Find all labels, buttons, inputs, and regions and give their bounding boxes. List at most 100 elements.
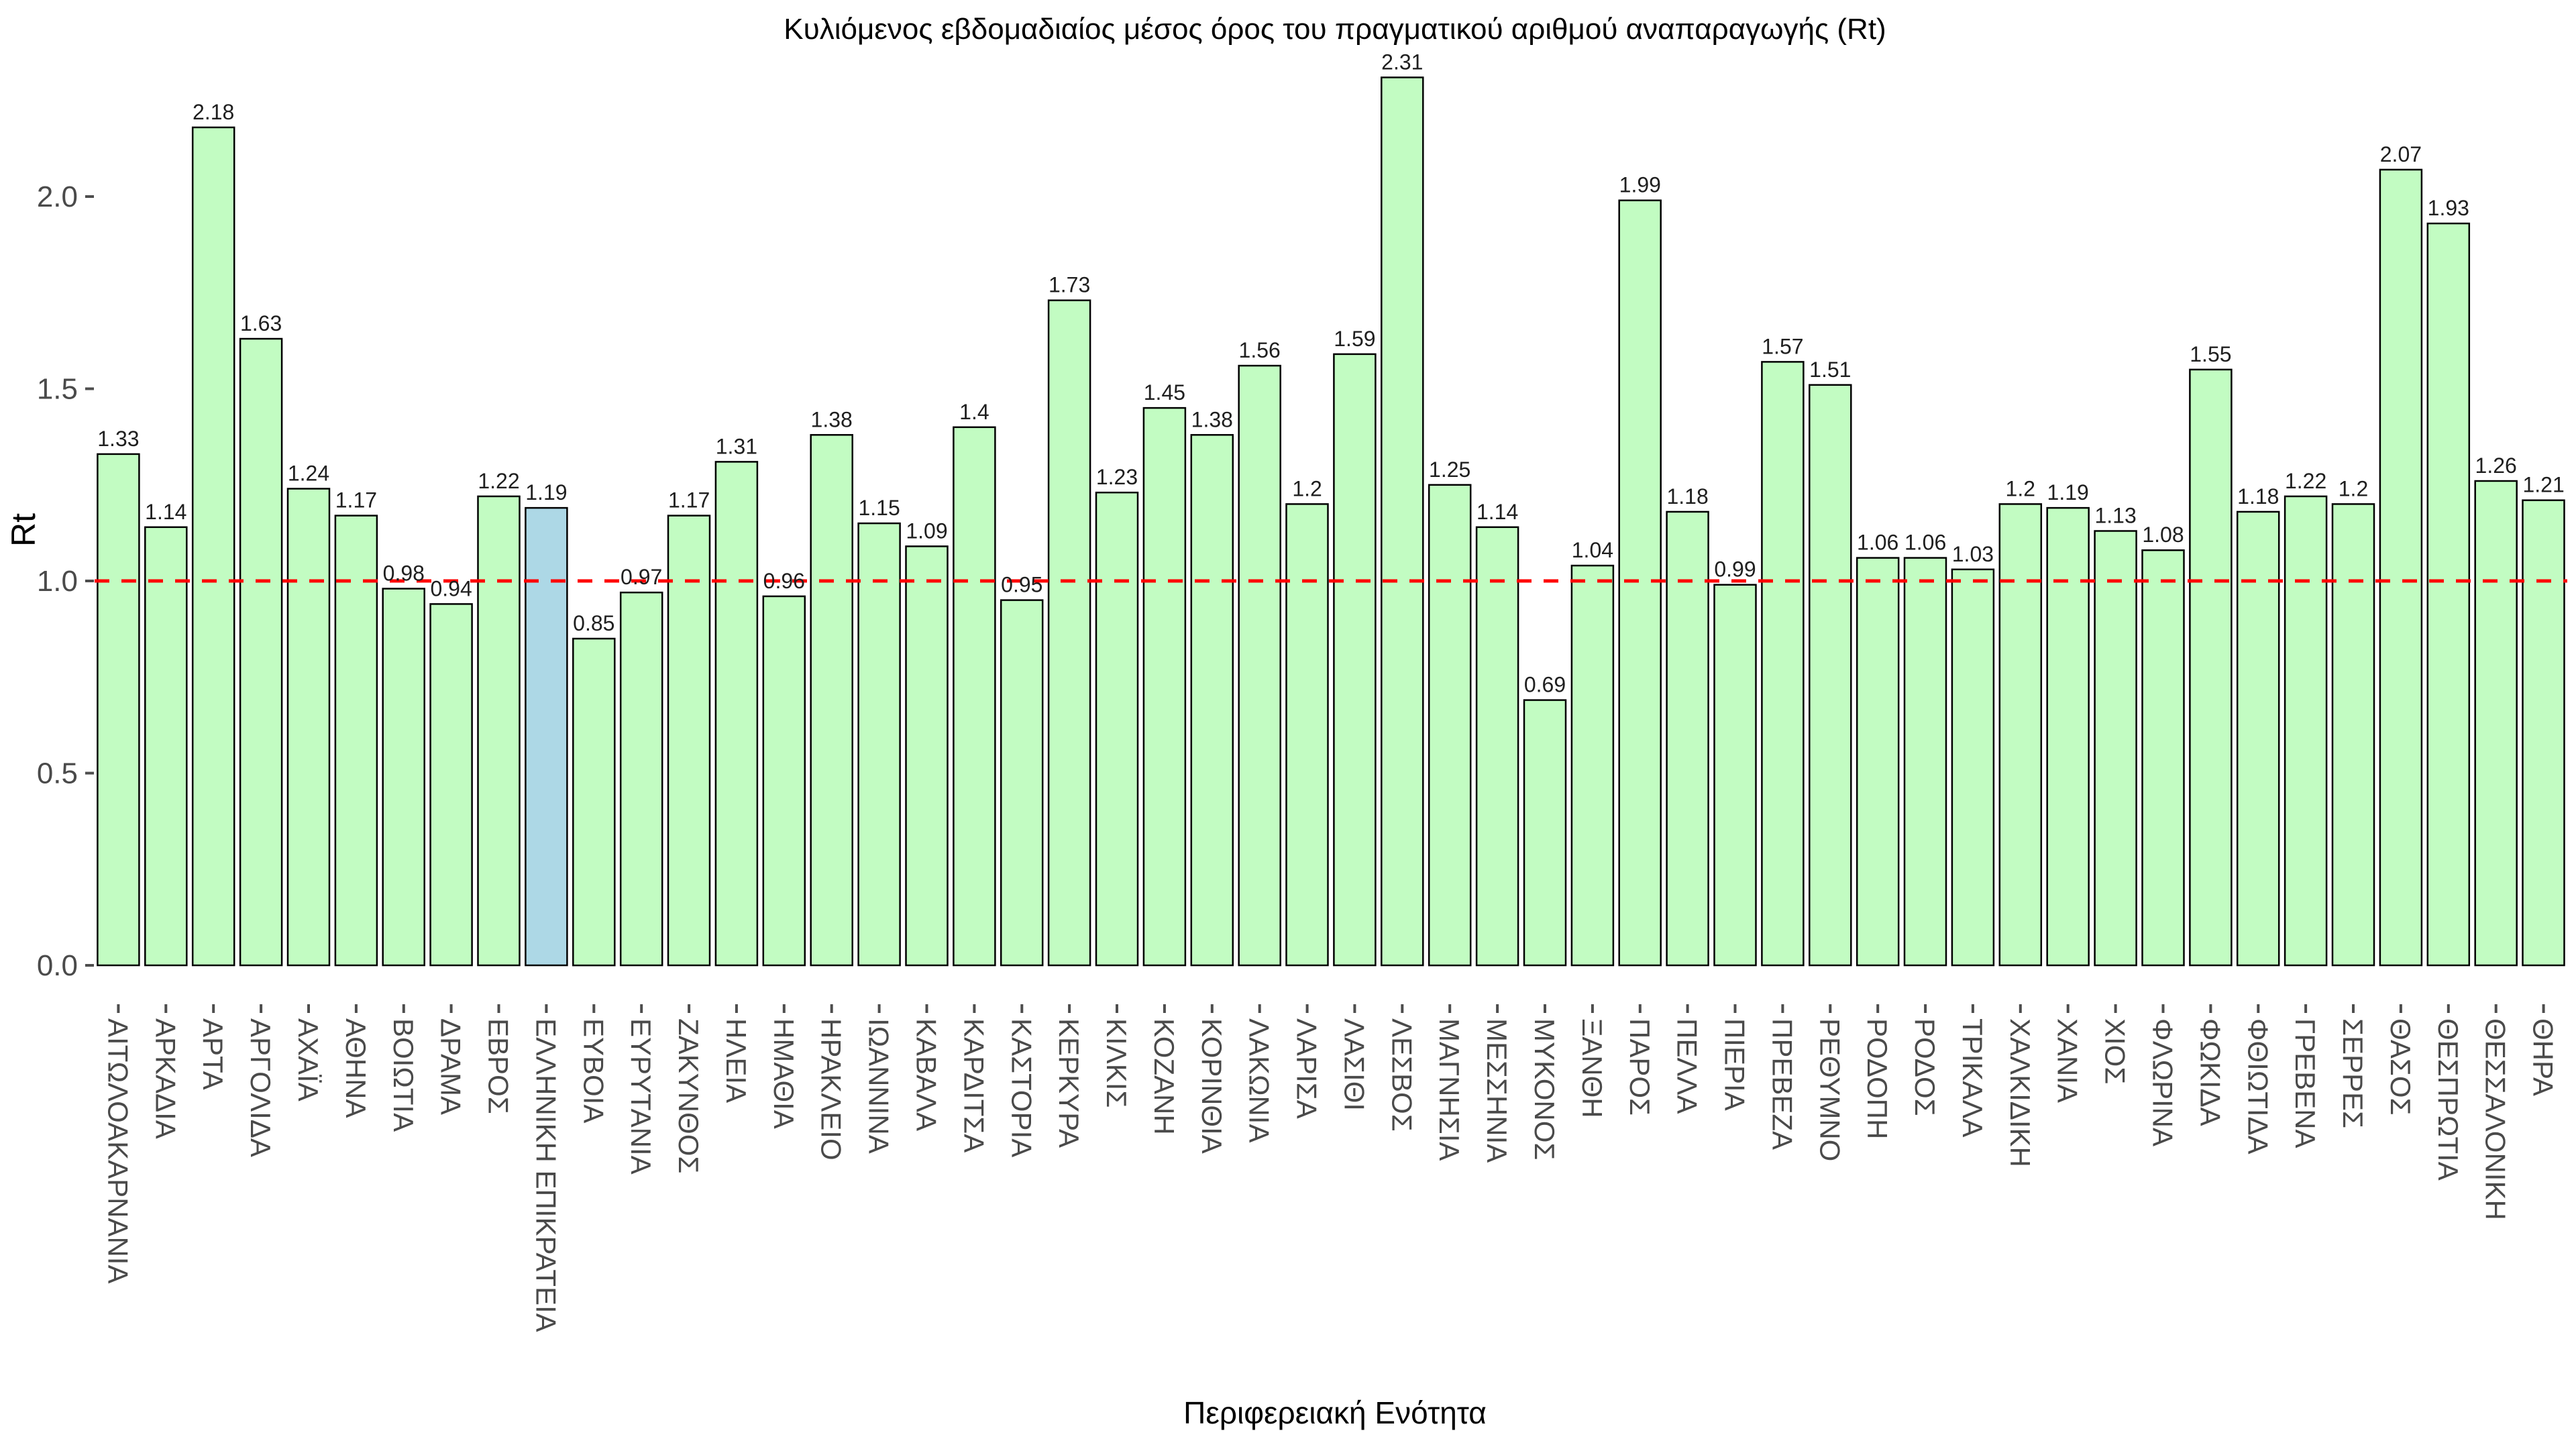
bar-highlighted-national: [525, 506, 568, 967]
x-tick: [402, 1004, 405, 1013]
bar-value-label: 1.22: [2285, 469, 2326, 493]
bar-value-label: 2.18: [193, 100, 234, 124]
x-tick-label: ΜΕΣΣΗΝΙΑ: [1481, 1018, 1513, 1163]
x-tick: [449, 1004, 453, 1013]
x-tick-label: ΑΡΤΑ: [197, 1018, 229, 1090]
x-tick: [354, 1004, 358, 1013]
bar-value-label: 1.33: [97, 427, 139, 451]
chart-title: Κυλιόμενος εβδομαδιαίος μέσος όρος του π…: [784, 13, 1886, 46]
bar: [1713, 584, 1757, 967]
x-tick: [1068, 1004, 1071, 1013]
x-tick: [2304, 1004, 2308, 1013]
x-tick-label: ΧΙΟΣ: [2100, 1018, 2131, 1084]
y-tick: [85, 771, 94, 775]
bar: [619, 591, 663, 967]
x-tick: [1638, 1004, 1642, 1013]
x-tick: [2542, 1004, 2545, 1013]
x-tick-label: ΘΑΣΟΣ: [2385, 1018, 2416, 1116]
bar-value-label: 1.06: [1904, 531, 1946, 555]
x-tick: [1210, 1004, 1214, 1013]
bar-value-label: 0.98: [383, 561, 425, 586]
x-tick-label: ΕΒΡΟΣ: [483, 1018, 515, 1114]
bar: [667, 515, 711, 967]
x-tick-label: ΕΥΡΥΤΑΝΙΑ: [625, 1018, 657, 1175]
x-tick: [260, 1004, 263, 1013]
x-tick-label: ΞΑΝΘΗ: [1576, 1018, 1608, 1118]
bar-value-label: 2.31: [1381, 50, 1423, 74]
bar-value-label: 1.31: [716, 434, 757, 458]
x-tick: [640, 1004, 643, 1013]
bar-value-label: 1.55: [2190, 342, 2231, 366]
y-tick-label: 1.0: [37, 565, 78, 598]
bar-value-label: 1.19: [525, 480, 567, 504]
x-tick-label: ΠΕΛΛΑ: [1672, 1018, 1703, 1114]
bar: [1523, 699, 1567, 967]
x-tick-label: ΑΘΗΝΑ: [340, 1018, 372, 1118]
value-labels-layer: 1.331.142.181.631.241.170.980.941.22 1.19…: [97, 50, 2564, 696]
bar: [905, 545, 949, 967]
x-tick-label: ΗΡΑΚΛΕΙΟ: [816, 1018, 847, 1161]
x-tick-label: ΘΗΡΑ: [2528, 1018, 2559, 1096]
x-tick-label: ΔΡΑΜΑ: [435, 1018, 467, 1115]
bar: [857, 522, 901, 967]
x-tick-label: ΒΟΙΩΤΙΑ: [388, 1018, 419, 1132]
bar: [286, 488, 331, 967]
bars-layer: [97, 76, 2565, 967]
bar-value-label: 1.19: [2047, 480, 2089, 504]
bar-value-label: 1.22: [478, 469, 519, 493]
x-tick-label: ΕΛΛΗΝΙΚΗ ΕΠΙΚΡΑΤΕΙΑ: [530, 1018, 561, 1332]
bar-value-label: 1.4: [959, 400, 989, 424]
bar-value-label: 0.96: [763, 569, 805, 593]
bar: [239, 337, 283, 967]
x-tick-label: ΛΕΣΒΟΣ: [1386, 1018, 1417, 1132]
x-tick-label: ΑΡΓΟΛΙΔΑ: [245, 1018, 276, 1157]
bar-value-label: 1.99: [1619, 173, 1661, 197]
bar-value-label: 1.2: [2339, 476, 2368, 500]
x-tick-label: ΑΡΚΑΔΙΑ: [150, 1018, 181, 1139]
bar: [1856, 557, 1900, 967]
bar-value-label: 1.14: [1477, 500, 1518, 524]
bar: [1475, 526, 1519, 967]
x-tick-label: ΡΕΘΥΜΝΟ: [1814, 1018, 1845, 1161]
bar-value-label: 1.73: [1049, 273, 1090, 297]
bar: [429, 603, 473, 967]
bar-value-label: 1.18: [1666, 484, 1708, 508]
bar: [1381, 76, 1424, 967]
bar: [2189, 368, 2233, 967]
x-tick: [1020, 1004, 1024, 1013]
bar: [2236, 511, 2280, 967]
x-tick: [1448, 1004, 1452, 1013]
x-tick-label: ΓΡΕΒΕΝΑ: [2290, 1018, 2321, 1148]
y-axis-title: Rt: [5, 513, 42, 547]
bar: [572, 637, 616, 967]
bar-value-label: 1.08: [2142, 523, 2184, 547]
bar: [382, 588, 425, 967]
bar: [1998, 503, 2043, 967]
bar: [1000, 599, 1044, 967]
x-tick: [877, 1004, 881, 1013]
x-tick-label: ΦΘΙΩΤΙΔΑ: [2242, 1018, 2273, 1155]
bar: [191, 126, 235, 967]
bar: [1142, 407, 1187, 967]
bar-value-label: 1.63: [240, 311, 282, 335]
bar-value-label: 1.14: [145, 500, 186, 524]
x-tick-label: ΧΑΝΙΑ: [2052, 1018, 2084, 1103]
x-axis-title: Περιφερειακή Ενότητα: [1183, 1395, 1487, 1430]
x-tick: [164, 1004, 168, 1013]
x-tick: [1544, 1004, 1546, 1013]
bar-value-label: 1.2: [2006, 476, 2035, 500]
x-tick: [1876, 1004, 1880, 1013]
y-tick: [85, 387, 94, 390]
x-tick-label: ΧΑΛΚΙΔΙΚΗ: [2004, 1018, 2036, 1167]
y-tick: [85, 195, 94, 198]
x-tick: [2114, 1004, 2117, 1013]
bar-value-label: 1.38: [811, 407, 853, 431]
bar: [2046, 506, 2090, 967]
x-tick-label: ΚΟΖΑΝΗ: [1148, 1018, 1180, 1135]
x-tick-label: ΠΑΡΟΣ: [1624, 1018, 1656, 1116]
bar-value-label: 0.97: [621, 565, 662, 589]
x-tick-label: ΛΑΣΙΘΙ: [1338, 1018, 1370, 1111]
x-tick-label: ΙΩΑΝΝΙΝΑ: [863, 1018, 895, 1154]
y-tick-label: 0.0: [37, 949, 78, 982]
